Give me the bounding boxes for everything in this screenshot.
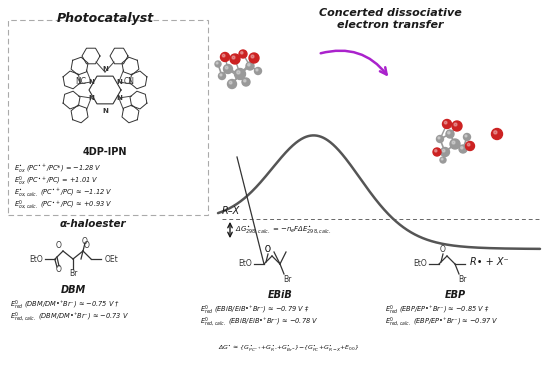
Circle shape [464,134,470,141]
Circle shape [249,53,259,63]
Circle shape [248,64,250,66]
Circle shape [459,145,467,153]
Circle shape [236,71,240,74]
Circle shape [494,131,497,134]
Text: O: O [56,264,62,273]
Circle shape [230,54,240,64]
Text: Δ$G^{\bullet}$ ≈ {$G_{PC^{\bullet+}}^{\bullet}$+$G_{R^{\bullet}}^{\bullet}$+$G_{: Δ$G^{\bullet}$ ≈ {$G_{PC^{\bullet+}}^{\b… [218,344,360,354]
Text: EtO: EtO [29,254,43,264]
Text: α-haloester: α-haloester [60,219,127,229]
Circle shape [443,120,452,129]
Circle shape [216,62,218,64]
Circle shape [222,54,225,57]
Circle shape [228,80,236,89]
Text: O: O [440,245,446,254]
Circle shape [218,73,226,80]
Circle shape [226,66,228,69]
Circle shape [221,52,229,61]
Circle shape [244,80,246,82]
Circle shape [452,141,455,144]
Circle shape [448,132,450,134]
Text: $E_{ox}^{\bullet}$ (PC$^{\bullet+}$/PC*) = −1.28 V: $E_{ox}^{\bullet}$ (PC$^{\bullet+}$/PC*)… [14,163,102,175]
Text: Photocatalyst: Photocatalyst [56,12,153,25]
Text: $E_{ox,calc.}^{0}$ (PC$^{\bullet+}$/PC) ≈ +0.93 V: $E_{ox,calc.}^{0}$ (PC$^{\bullet+}$/PC) … [14,199,113,212]
Text: N: N [116,95,122,101]
Circle shape [441,158,443,160]
Text: Δ$G_{298,calc.}^{\bullet}$ = −$n_eF$Δ$E_{298,calc.}^{\bullet}$: Δ$G_{298,calc.}^{\bullet}$ = −$n_eF$Δ$E_… [235,224,332,236]
Circle shape [229,81,232,84]
Text: Concerted dissociative
electron transfer: Concerted dissociative electron transfer [318,8,461,30]
Circle shape [465,135,467,137]
Text: $E_{red,calc.}^{0}$ (EBiB/EiB•⁺Br⁻) ≈ −0.78 V: $E_{red,calc.}^{0}$ (EBiB/EiB•⁺Br⁻) ≈ −0… [200,316,318,329]
Text: N: N [102,66,108,72]
Circle shape [442,149,445,152]
Text: $E_{red}^{0}$ (DBM/DM•⁺Br⁻) ≈ −0.75 V †: $E_{red}^{0}$ (DBM/DM•⁺Br⁻) ≈ −0.75 V † [10,299,120,312]
Circle shape [239,50,247,58]
Text: N: N [88,95,94,101]
Text: R• + X⁻: R• + X⁻ [470,257,509,267]
Text: OEt: OEt [105,254,119,264]
Circle shape [440,157,446,163]
Circle shape [452,121,462,131]
Circle shape [255,67,261,74]
Text: R–X: R–X [222,206,240,216]
Circle shape [438,137,440,139]
Text: EBiB: EBiB [268,290,293,300]
Text: O: O [84,240,90,249]
Text: N: N [116,79,122,85]
Circle shape [256,69,258,71]
Circle shape [232,56,235,59]
Circle shape [492,129,503,140]
Text: Br: Br [458,276,466,285]
Circle shape [433,148,441,156]
Text: O: O [265,245,271,254]
Text: Br: Br [283,276,291,285]
Text: N: N [102,108,108,114]
Text: O: O [265,245,271,254]
Text: $E_{ox}^{0}$ (PC$^{\bullet+}$/PC) = +1.01 V: $E_{ox}^{0}$ (PC$^{\bullet+}$/PC) = +1.0… [14,175,98,188]
Circle shape [215,61,221,67]
Circle shape [444,121,447,124]
Circle shape [446,130,454,138]
Text: $E_{red}^{0}$ (EBP/EP•⁺Br⁻) ≈ −0.85 V ‡: $E_{red}^{0}$ (EBP/EP•⁺Br⁻) ≈ −0.85 V ‡ [385,304,490,317]
Text: N: N [88,79,94,85]
Text: NC: NC [75,77,86,86]
Text: O: O [82,236,88,245]
Circle shape [251,55,254,58]
Text: DBM: DBM [60,285,86,295]
Text: 4DP-IPN: 4DP-IPN [82,147,127,157]
Circle shape [246,62,254,70]
Circle shape [434,150,437,152]
Circle shape [465,141,475,150]
Circle shape [240,52,243,54]
Text: CN: CN [124,77,135,86]
Text: $E_{red,calc.}^{0}$ (EBP/EP•⁺Br⁻) ≈ −0.97 V: $E_{red,calc.}^{0}$ (EBP/EP•⁺Br⁻) ≈ −0.9… [385,316,499,329]
Text: EtO: EtO [413,260,427,269]
Text: $E_{red,calc.}^{0}$ (DBM/DM•⁺Br⁻) ≈ −0.73 V: $E_{red,calc.}^{0}$ (DBM/DM•⁺Br⁻) ≈ −0.7… [10,311,129,324]
Text: EBP: EBP [444,290,465,300]
Circle shape [223,64,233,74]
Text: $E_{red}^{0}$ (EBiB/EiB•⁺Br⁻) ≈ −0.79 V ‡: $E_{red}^{0}$ (EBiB/EiB•⁺Br⁻) ≈ −0.79 V … [200,304,310,317]
Circle shape [468,143,470,146]
Circle shape [450,139,460,149]
Circle shape [234,68,245,80]
Circle shape [460,147,463,149]
Circle shape [437,135,443,142]
Text: $E_{ox,calc.}^{\bullet}$ (PC$^{\bullet+}$/PC) ≈ −1.12 V: $E_{ox,calc.}^{\bullet}$ (PC$^{\bullet+}… [14,187,113,199]
Text: Br: Br [69,269,77,278]
Text: O: O [56,240,62,249]
Circle shape [441,147,449,156]
Text: EtO: EtO [238,260,252,269]
Circle shape [454,123,457,126]
Circle shape [220,74,222,76]
Circle shape [242,78,250,86]
